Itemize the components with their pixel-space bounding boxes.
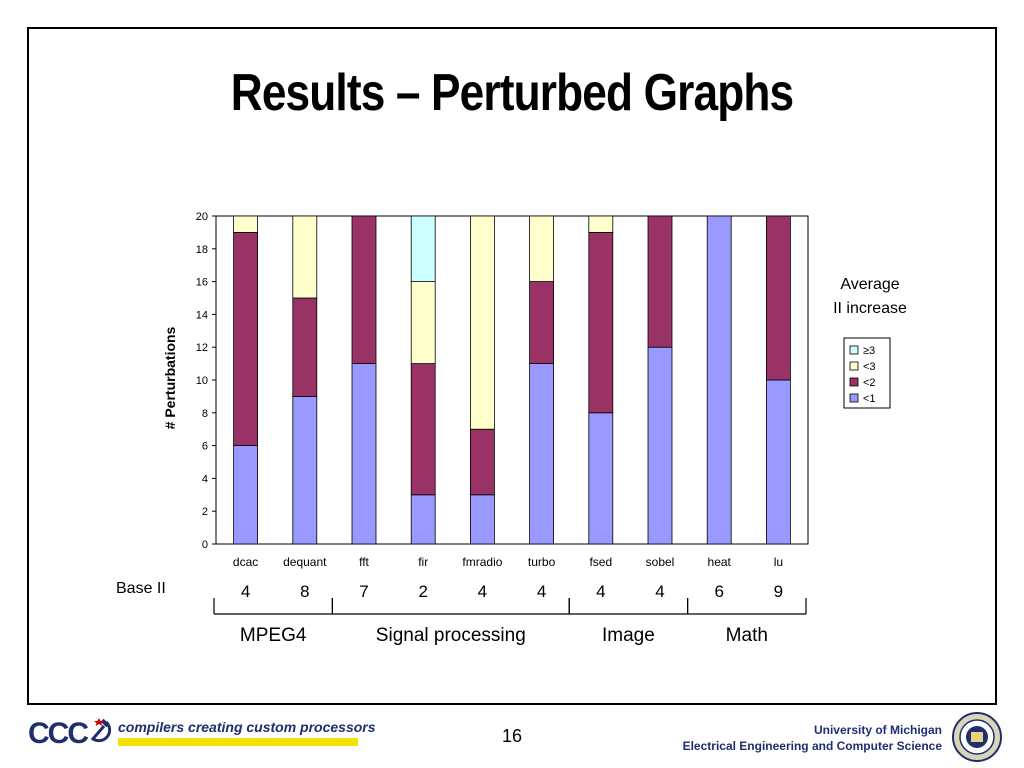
bar-segment (410, 494, 436, 545)
hammer-sickle-icon (90, 718, 112, 743)
bar-segment (410, 363, 436, 496)
bar-segment (233, 445, 259, 545)
base-ii-value: 8 (300, 582, 309, 601)
university-seal-icon (952, 712, 1002, 762)
bar-segment (588, 412, 614, 545)
y-tick-label: 20 (196, 211, 208, 223)
y-tick-label: 12 (196, 342, 208, 354)
y-tick-label: 10 (196, 375, 208, 387)
bar-segment (351, 363, 377, 545)
legend-label: <2 (863, 377, 876, 389)
legend-swatch (849, 361, 859, 371)
legend-label: ≥3 (863, 345, 875, 357)
group-label: Image (602, 625, 655, 646)
bar-segment (588, 231, 614, 414)
group-label: Math (726, 625, 768, 646)
x-tick-label: fmradio (462, 555, 502, 569)
base-ii-value: 4 (478, 582, 487, 601)
legend-label: <3 (863, 361, 876, 373)
footer-tagline: compilers creating custom processors (118, 719, 376, 735)
x-tick-label: heat (708, 555, 732, 569)
base-ii-value: 9 (774, 582, 783, 601)
legend-label: <1 (863, 393, 876, 405)
x-tick-label: lu (774, 555, 783, 569)
x-tick-label: turbo (528, 555, 556, 569)
y-tick-label: 14 (196, 309, 208, 321)
y-tick-label: 16 (196, 277, 208, 289)
slide-title: Results – Perturbed Graphs (230, 64, 794, 122)
legend-swatch (849, 377, 859, 387)
legend-swatch (849, 393, 859, 403)
y-tick-label: 2 (202, 506, 208, 518)
x-tick-label: dequant (283, 555, 327, 569)
bar-segment (529, 215, 554, 282)
bar-segment (647, 346, 673, 545)
bar-segment (469, 428, 495, 496)
tagline-underline (118, 738, 358, 746)
x-tick-label: sobel (646, 555, 675, 569)
slide-frame (27, 27, 997, 705)
y-tick-label: 18 (196, 244, 208, 256)
bar-segment (647, 215, 673, 348)
x-tick-label: fsed (589, 555, 612, 569)
base-ii-label: Base II (116, 580, 166, 597)
bar-segment (469, 494, 495, 545)
base-ii-value: 4 (537, 582, 546, 601)
bar-segment (529, 363, 554, 545)
y-tick-label: 6 (202, 441, 208, 453)
group-label: Signal processing (376, 625, 526, 646)
y-axis-label: # Perturbations (162, 326, 178, 429)
y-tick-label: 8 (202, 408, 208, 420)
university-block: University of Michigan Electrical Engine… (683, 722, 942, 754)
bar-segment (351, 215, 377, 365)
legend-title-line-1: Average (840, 276, 900, 293)
ccc-logo: CCC (28, 717, 89, 750)
bar-segment (292, 215, 318, 299)
bar-segment (410, 281, 436, 365)
x-tick-label: dcac (233, 555, 258, 569)
bar-segment (233, 231, 259, 446)
legend-title: Average II increase (815, 273, 925, 321)
bar-segment (766, 215, 791, 381)
base-ii-value: 4 (241, 582, 250, 601)
bar-segment (706, 215, 732, 545)
base-ii-value: 6 (714, 582, 723, 601)
base-ii-value: 2 (418, 582, 427, 601)
page-number: 16 (501, 726, 523, 746)
x-tick-label: fir (418, 555, 428, 569)
x-tick-label: fft (359, 555, 369, 569)
base-ii-value: 4 (655, 582, 664, 601)
department-name: Electrical Engineering and Computer Scie… (682, 739, 942, 753)
bar-segment (292, 395, 318, 545)
university-name: University of Michigan (813, 723, 942, 737)
bar-segment (588, 215, 614, 233)
bar-segment (766, 379, 791, 545)
bar-segment (529, 281, 554, 365)
bar-segment (410, 215, 436, 282)
bar-segment (469, 215, 495, 430)
base-ii-value: 7 (359, 582, 368, 601)
group-label: MPEG4 (240, 625, 307, 646)
y-tick-label: 4 (202, 473, 208, 485)
legend-title-line-2: II increase (833, 300, 907, 317)
base-ii-value: 4 (596, 582, 605, 601)
bar-segment (292, 297, 318, 397)
y-tick-label: 0 (202, 539, 208, 551)
bar-segment (233, 215, 259, 233)
legend-swatch (849, 345, 859, 355)
